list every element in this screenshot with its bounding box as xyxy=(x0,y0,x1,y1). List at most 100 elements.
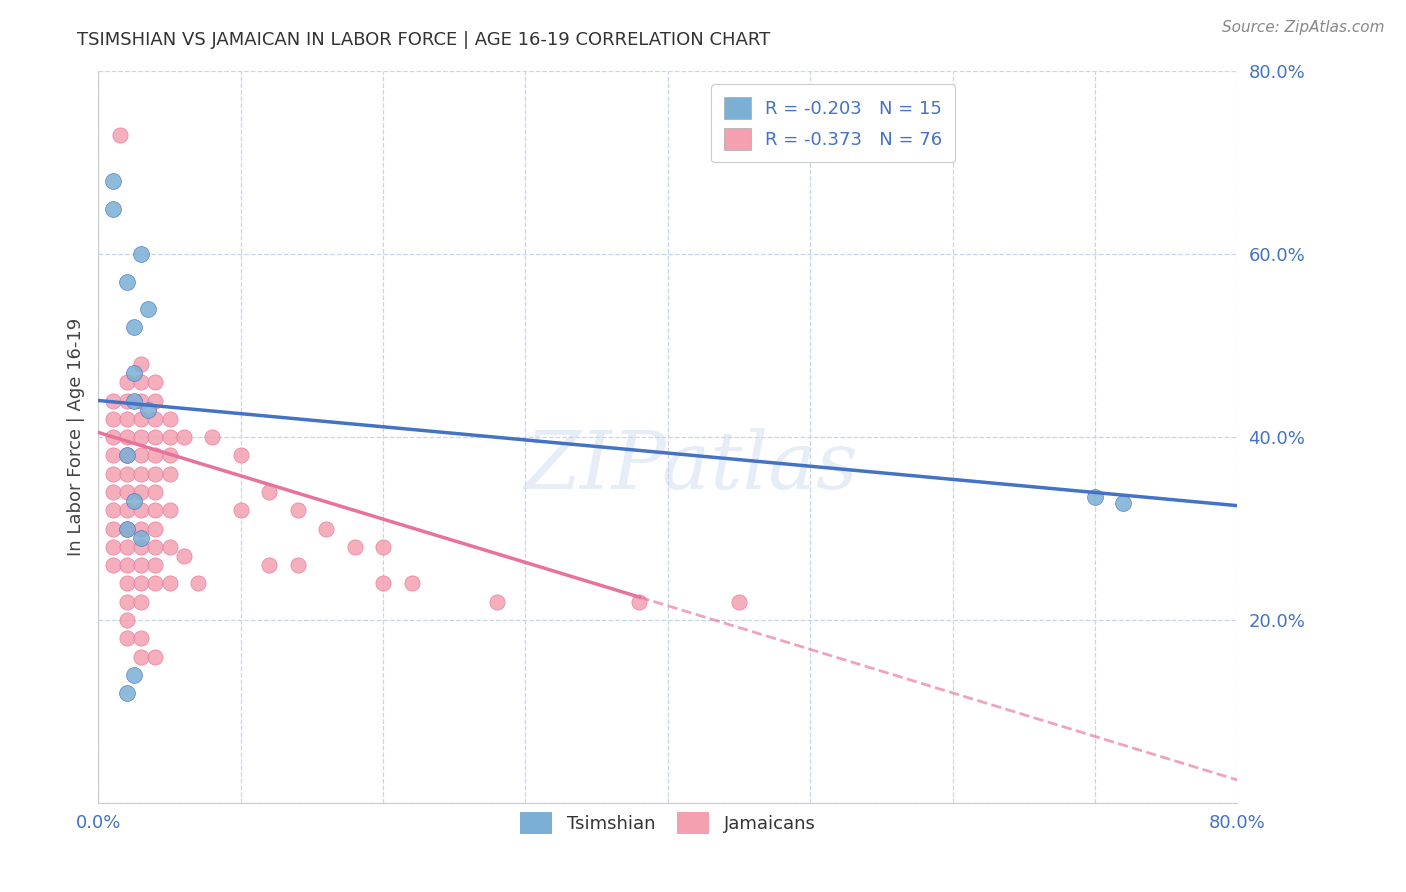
Point xyxy=(145,503,167,517)
Point xyxy=(129,632,152,646)
Point xyxy=(373,576,395,591)
Point xyxy=(145,467,167,481)
Point xyxy=(115,448,138,462)
Point xyxy=(343,540,366,554)
Point xyxy=(159,503,181,517)
Point xyxy=(115,393,138,408)
Point xyxy=(101,521,124,535)
Point xyxy=(115,521,138,535)
Point xyxy=(1112,496,1135,510)
Point xyxy=(115,485,138,500)
Point xyxy=(101,393,124,408)
Text: TSIMSHIAN VS JAMAICAN IN LABOR FORCE | AGE 16-19 CORRELATION CHART: TSIMSHIAN VS JAMAICAN IN LABOR FORCE | A… xyxy=(77,31,770,49)
Point xyxy=(129,467,152,481)
Point xyxy=(287,558,309,573)
Point xyxy=(159,576,181,591)
Point xyxy=(101,540,124,554)
Point xyxy=(101,485,124,500)
Point xyxy=(136,402,159,417)
Y-axis label: In Labor Force | Age 16-19: In Labor Force | Age 16-19 xyxy=(66,318,84,557)
Text: Source: ZipAtlas.com: Source: ZipAtlas.com xyxy=(1222,20,1385,35)
Point xyxy=(122,667,145,681)
Point xyxy=(145,558,167,573)
Point xyxy=(129,247,152,261)
Point xyxy=(129,649,152,664)
Point xyxy=(122,366,145,380)
Point xyxy=(115,412,138,426)
Point xyxy=(115,448,138,462)
Point xyxy=(129,448,152,462)
Point xyxy=(115,430,138,444)
Point xyxy=(129,485,152,500)
Point xyxy=(129,357,152,371)
Point xyxy=(101,412,124,426)
Point xyxy=(173,430,195,444)
Point xyxy=(101,430,124,444)
Point xyxy=(122,320,145,334)
Point xyxy=(287,503,309,517)
Point xyxy=(115,576,138,591)
Point xyxy=(159,430,181,444)
Point xyxy=(129,594,152,608)
Point xyxy=(101,558,124,573)
Point xyxy=(1084,490,1107,504)
Point xyxy=(115,275,138,289)
Point xyxy=(145,430,167,444)
Point xyxy=(129,393,152,408)
Point xyxy=(122,393,145,408)
Point xyxy=(115,594,138,608)
Point xyxy=(136,301,159,317)
Point xyxy=(108,128,131,143)
Point xyxy=(229,448,252,462)
Point xyxy=(259,558,281,573)
Point xyxy=(315,521,337,535)
Point xyxy=(129,558,152,573)
Point xyxy=(145,649,167,664)
Point xyxy=(115,613,138,627)
Point xyxy=(145,540,167,554)
Point xyxy=(401,576,423,591)
Point xyxy=(115,686,138,700)
Point xyxy=(129,531,152,545)
Point xyxy=(628,594,651,608)
Point xyxy=(129,430,152,444)
Point xyxy=(129,521,152,535)
Point xyxy=(115,558,138,573)
Point xyxy=(129,375,152,389)
Text: ZIPatlas: ZIPatlas xyxy=(524,427,858,505)
Point xyxy=(101,174,124,188)
Point xyxy=(173,549,195,563)
Point xyxy=(101,448,124,462)
Point xyxy=(486,594,509,608)
Point xyxy=(145,412,167,426)
Point xyxy=(101,467,124,481)
Point xyxy=(115,632,138,646)
Legend: Tsimshian, Jamaicans: Tsimshian, Jamaicans xyxy=(513,805,823,841)
Point xyxy=(145,448,167,462)
Point xyxy=(159,540,181,554)
Point xyxy=(129,412,152,426)
Point xyxy=(101,503,124,517)
Point xyxy=(115,540,138,554)
Point xyxy=(145,485,167,500)
Point xyxy=(145,393,167,408)
Point xyxy=(145,576,167,591)
Point xyxy=(115,467,138,481)
Point xyxy=(115,521,138,535)
Point xyxy=(373,540,395,554)
Point xyxy=(259,485,281,500)
Point xyxy=(728,594,751,608)
Point xyxy=(229,503,252,517)
Point xyxy=(122,494,145,508)
Point xyxy=(159,467,181,481)
Point xyxy=(145,521,167,535)
Point xyxy=(101,202,124,216)
Point xyxy=(145,375,167,389)
Point xyxy=(129,540,152,554)
Point xyxy=(159,412,181,426)
Point xyxy=(187,576,209,591)
Point xyxy=(129,503,152,517)
Point xyxy=(201,430,224,444)
Point xyxy=(159,448,181,462)
Point xyxy=(115,375,138,389)
